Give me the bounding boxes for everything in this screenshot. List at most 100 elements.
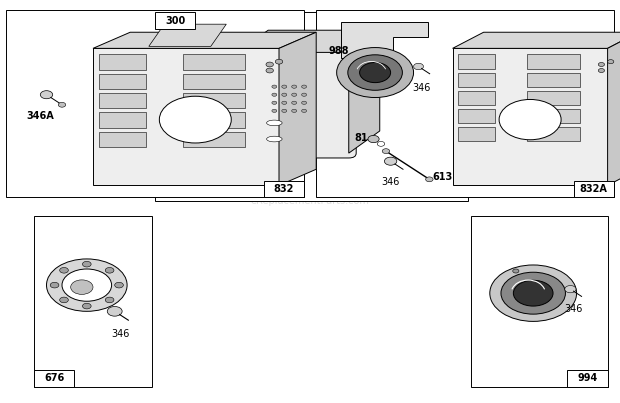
Ellipse shape — [267, 136, 282, 142]
Circle shape — [384, 157, 397, 165]
Text: 81: 81 — [355, 133, 368, 143]
Bar — [458, 73, 495, 87]
Polygon shape — [93, 48, 279, 185]
Circle shape — [382, 149, 390, 154]
Circle shape — [40, 91, 53, 99]
Circle shape — [368, 135, 379, 143]
Circle shape — [71, 280, 93, 294]
Circle shape — [50, 282, 59, 288]
Circle shape — [425, 177, 433, 182]
Circle shape — [291, 101, 296, 104]
Bar — [316, 10, 614, 197]
Bar — [471, 216, 608, 387]
Text: 346: 346 — [564, 305, 583, 314]
Bar — [99, 54, 146, 70]
Bar — [567, 370, 608, 387]
Circle shape — [105, 268, 114, 273]
Circle shape — [565, 286, 576, 293]
Circle shape — [608, 60, 614, 64]
Circle shape — [107, 306, 122, 316]
Polygon shape — [279, 32, 316, 185]
Polygon shape — [149, 24, 226, 46]
Circle shape — [281, 85, 286, 88]
Bar — [183, 112, 245, 128]
Bar — [99, 132, 146, 147]
Circle shape — [281, 101, 286, 104]
Circle shape — [499, 100, 561, 140]
Polygon shape — [341, 22, 428, 58]
Circle shape — [301, 93, 306, 96]
Polygon shape — [237, 30, 379, 52]
Bar — [527, 109, 580, 123]
Circle shape — [82, 303, 91, 309]
Circle shape — [272, 109, 277, 112]
Text: 676: 676 — [44, 374, 64, 383]
Circle shape — [301, 85, 306, 88]
Circle shape — [58, 102, 66, 107]
Circle shape — [46, 259, 127, 311]
Circle shape — [337, 48, 414, 98]
Circle shape — [60, 268, 68, 273]
Bar — [458, 91, 495, 105]
Bar — [183, 93, 245, 108]
Bar — [458, 54, 495, 69]
Circle shape — [272, 85, 277, 88]
Polygon shape — [228, 87, 237, 111]
Bar — [574, 181, 614, 197]
Circle shape — [490, 265, 577, 322]
Bar — [99, 74, 146, 89]
Circle shape — [360, 62, 391, 83]
Polygon shape — [608, 32, 620, 185]
Circle shape — [62, 269, 112, 301]
Circle shape — [501, 272, 565, 314]
Circle shape — [275, 59, 283, 64]
Circle shape — [105, 297, 114, 303]
Bar — [99, 93, 146, 108]
Text: 346A: 346A — [27, 111, 54, 121]
Text: 994: 994 — [577, 374, 598, 383]
Circle shape — [513, 269, 519, 273]
Text: 988: 988 — [329, 46, 349, 56]
Circle shape — [60, 297, 68, 303]
Circle shape — [291, 93, 296, 96]
Text: 613: 613 — [432, 172, 453, 182]
Circle shape — [266, 68, 273, 73]
Text: 832A: 832A — [580, 184, 608, 194]
Circle shape — [281, 93, 286, 96]
Bar — [527, 54, 580, 69]
Bar — [183, 54, 245, 70]
Bar — [527, 73, 580, 87]
Circle shape — [291, 85, 296, 88]
Circle shape — [266, 62, 273, 67]
Circle shape — [115, 282, 123, 288]
Bar — [527, 127, 580, 141]
Polygon shape — [453, 32, 620, 48]
Text: 832: 832 — [273, 184, 294, 194]
Circle shape — [272, 93, 277, 96]
Bar — [155, 12, 195, 29]
FancyBboxPatch shape — [229, 48, 356, 158]
Circle shape — [291, 109, 296, 112]
Polygon shape — [348, 30, 379, 153]
Bar — [183, 74, 245, 89]
Text: eReplacementParts.com: eReplacementParts.com — [250, 197, 370, 206]
Circle shape — [513, 280, 553, 306]
Text: 346: 346 — [112, 330, 130, 339]
Bar — [34, 370, 74, 387]
Bar — [458, 127, 495, 141]
Bar — [34, 216, 152, 387]
Text: 300: 300 — [165, 16, 185, 25]
Circle shape — [348, 55, 402, 90]
Bar — [155, 12, 468, 202]
Text: 346: 346 — [381, 177, 400, 187]
Bar — [183, 132, 245, 147]
Bar — [6, 10, 304, 197]
Circle shape — [598, 69, 604, 73]
Circle shape — [598, 62, 604, 66]
Bar — [264, 181, 304, 197]
Circle shape — [82, 261, 91, 267]
Circle shape — [377, 141, 384, 146]
Text: 346: 346 — [412, 83, 431, 93]
Bar — [453, 48, 608, 185]
Circle shape — [414, 63, 423, 70]
